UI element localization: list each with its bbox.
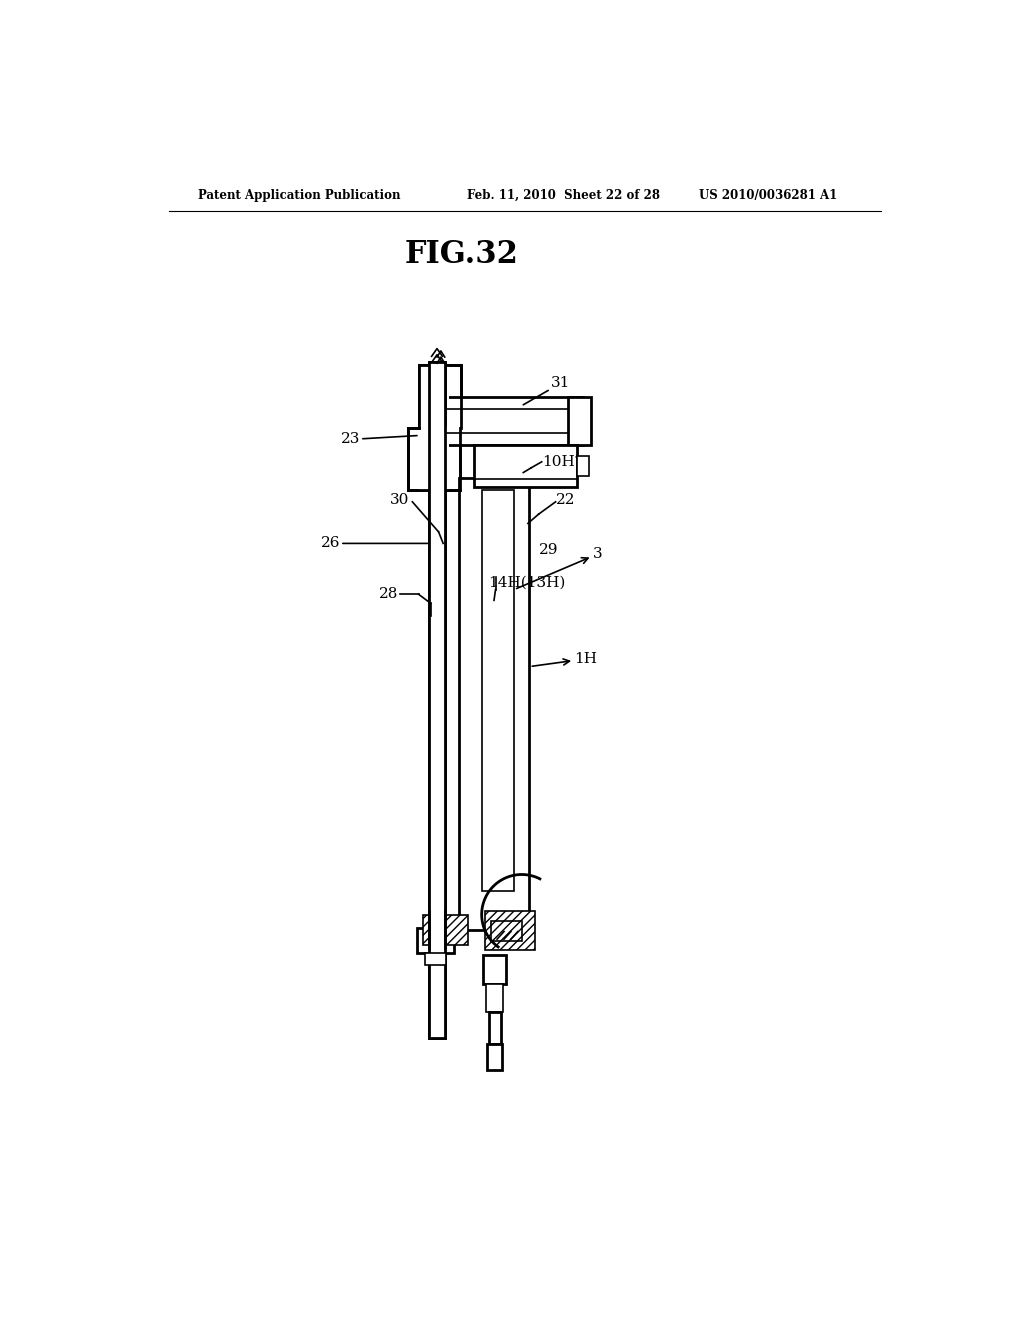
Bar <box>419 364 449 490</box>
Text: 31: 31 <box>523 376 570 405</box>
Text: 14H(13H): 14H(13H) <box>487 576 565 590</box>
Text: US 2010/0036281 A1: US 2010/0036281 A1 <box>698 189 837 202</box>
Text: 10H′: 10H′ <box>542 455 578 469</box>
Text: 23: 23 <box>341 433 417 446</box>
Bar <box>484 911 535 950</box>
Text: 29: 29 <box>539 543 558 557</box>
Bar <box>446 397 584 445</box>
Bar <box>417 928 454 953</box>
Bar <box>483 954 506 983</box>
Bar <box>481 490 514 891</box>
Bar <box>568 397 591 445</box>
Bar <box>488 1011 501 1044</box>
Bar <box>486 983 503 1011</box>
Bar <box>425 953 446 965</box>
Bar <box>408 428 460 490</box>
Bar <box>435 367 446 426</box>
Bar <box>423 915 468 945</box>
Bar <box>474 445 578 487</box>
Text: 1H: 1H <box>532 652 597 667</box>
Text: 30: 30 <box>390 494 410 507</box>
Bar <box>429 363 444 1038</box>
Bar <box>459 478 529 929</box>
Text: 22: 22 <box>556 494 575 507</box>
Text: 28: 28 <box>379 587 398 601</box>
Text: Feb. 11, 2010  Sheet 22 of 28: Feb. 11, 2010 Sheet 22 of 28 <box>467 189 660 202</box>
Bar <box>490 921 521 941</box>
Text: FIG.32: FIG.32 <box>404 239 518 271</box>
Text: Patent Application Publication: Patent Application Publication <box>199 189 400 202</box>
Bar <box>487 1044 503 1071</box>
Bar <box>429 363 444 1038</box>
Bar <box>419 364 461 428</box>
Text: 3: 3 <box>516 548 602 589</box>
Text: 26: 26 <box>321 536 428 550</box>
Bar <box>578 455 590 477</box>
